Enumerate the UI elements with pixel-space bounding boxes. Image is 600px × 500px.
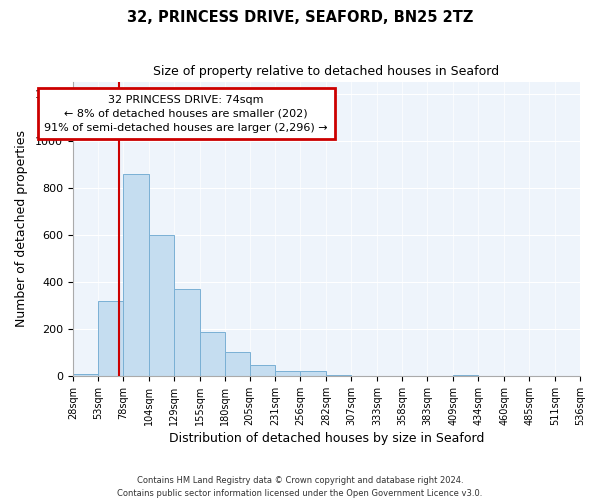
Text: 32 PRINCESS DRIVE: 74sqm
← 8% of detached houses are smaller (202)
91% of semi-d: 32 PRINCESS DRIVE: 74sqm ← 8% of detache… bbox=[44, 94, 328, 132]
Bar bbox=[73, 374, 98, 376]
Text: Contains HM Land Registry data © Crown copyright and database right 2024.
Contai: Contains HM Land Registry data © Crown c… bbox=[118, 476, 482, 498]
Bar bbox=[301, 372, 326, 376]
Bar bbox=[123, 174, 149, 376]
Bar bbox=[149, 235, 173, 376]
Bar bbox=[250, 366, 275, 376]
Text: 32, PRINCESS DRIVE, SEAFORD, BN25 2TZ: 32, PRINCESS DRIVE, SEAFORD, BN25 2TZ bbox=[127, 10, 473, 25]
Bar bbox=[453, 375, 478, 376]
Bar bbox=[326, 375, 352, 376]
X-axis label: Distribution of detached houses by size in Seaford: Distribution of detached houses by size … bbox=[169, 432, 484, 445]
Title: Size of property relative to detached houses in Seaford: Size of property relative to detached ho… bbox=[154, 65, 499, 78]
Bar bbox=[275, 372, 301, 376]
Y-axis label: Number of detached properties: Number of detached properties bbox=[15, 130, 28, 328]
Bar bbox=[224, 352, 250, 376]
Bar bbox=[200, 332, 224, 376]
Bar bbox=[173, 289, 200, 376]
Bar bbox=[98, 300, 123, 376]
